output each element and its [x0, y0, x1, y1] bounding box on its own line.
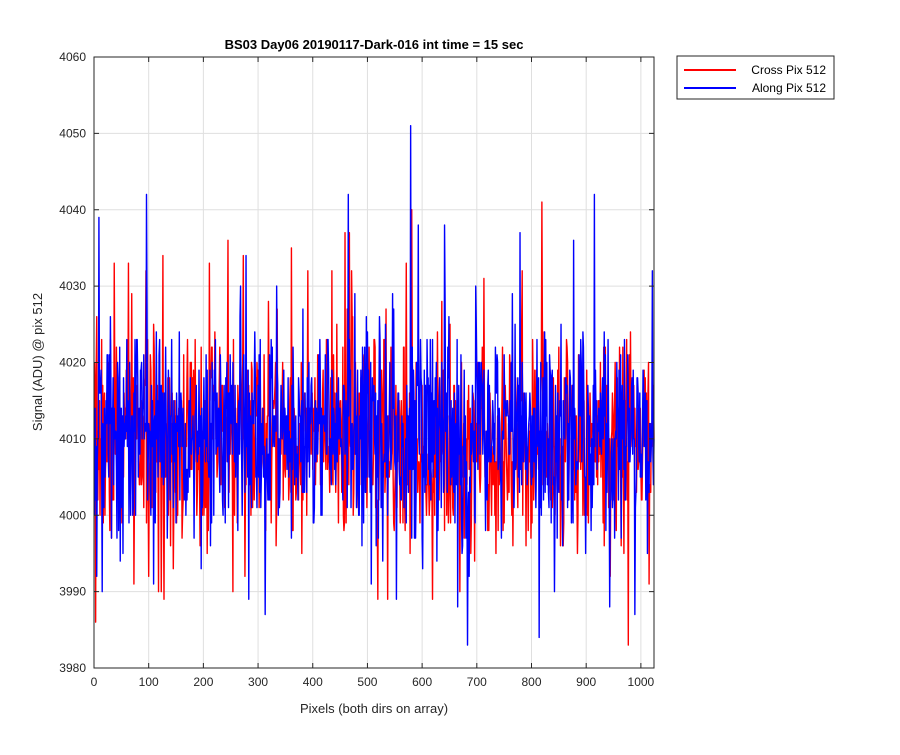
x-tick-label: 1000 [628, 675, 655, 689]
y-tick-label: 4010 [59, 432, 86, 446]
legend-label-cross-pix: Cross Pix 512 [751, 63, 826, 77]
x-tick-label: 700 [467, 675, 487, 689]
axis-ticks: 0 100 200 300 400 500 600 700 800 900 1000 3980 3990… [59, 50, 654, 689]
x-tick-label: 0 [91, 675, 98, 689]
y-axis-label: Signal (ADU) @ pix 512 [30, 293, 45, 431]
y-tick-label: 4020 [59, 356, 86, 370]
y-tick-label: 3980 [59, 661, 86, 675]
y-tick-label: 4030 [59, 279, 86, 293]
x-axis-label: Pixels (both dirs on array) [300, 701, 448, 716]
x-tick-label: 100 [139, 675, 159, 689]
x-tick-label: 800 [521, 675, 541, 689]
legend-box [676, 55, 835, 100]
y-tick-label: 4000 [59, 508, 86, 522]
x-tick-label: 200 [193, 675, 213, 689]
series-line-cross-pix [93, 201, 655, 646]
x-tick-label: 300 [248, 675, 268, 689]
y-tick-label: 3990 [59, 585, 86, 599]
series-line-along-pix [93, 125, 655, 646]
x-tick-label: 600 [412, 675, 432, 689]
x-tick-label: 500 [357, 675, 377, 689]
x-tick-label: 900 [576, 675, 596, 689]
y-tick-label: 4060 [59, 50, 86, 64]
y-tick-label: 4040 [59, 203, 86, 217]
series-lines [93, 125, 655, 646]
y-tick-label: 4050 [59, 126, 86, 140]
x-tick-label: 400 [303, 675, 323, 689]
legend-label-along-pix: Along Pix 512 [752, 81, 826, 95]
legend: Cross Pix 512 Along Pix 512 [676, 55, 835, 100]
chart-title: BS03 Day06 20190117-Dark-016 int time = … [225, 37, 524, 52]
